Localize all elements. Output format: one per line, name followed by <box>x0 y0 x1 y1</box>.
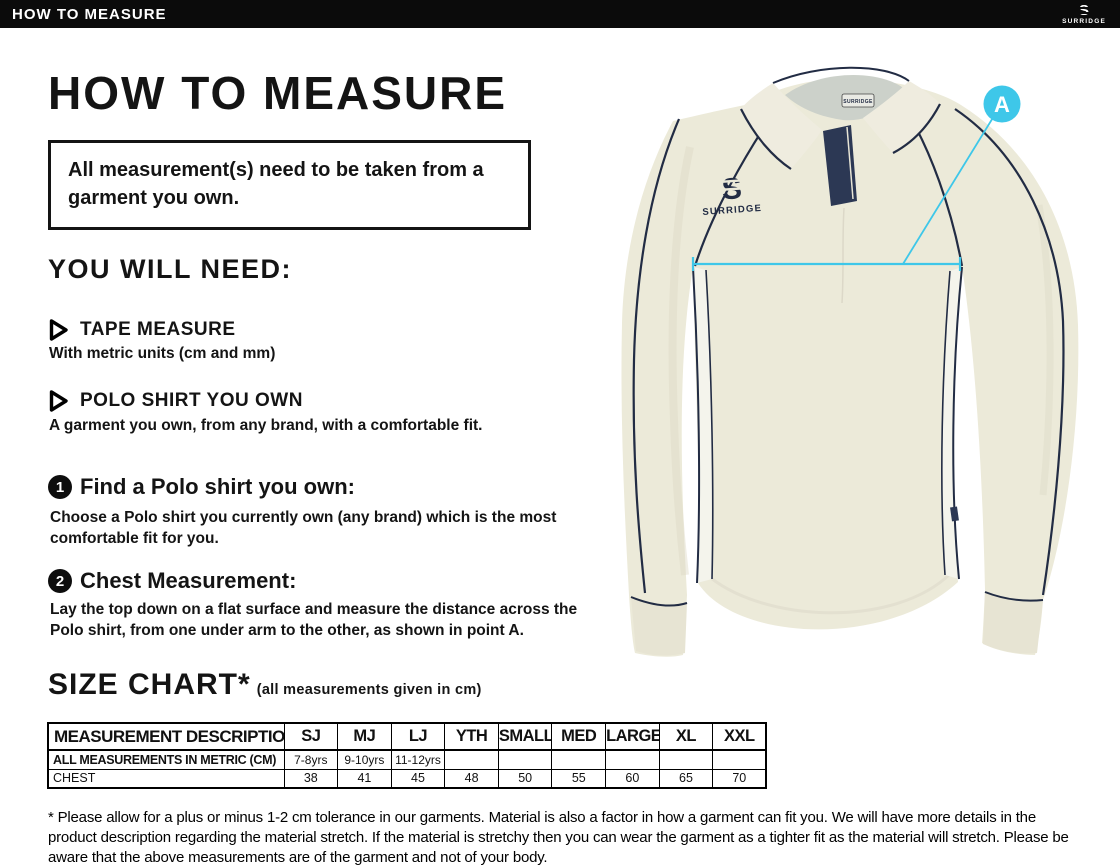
polo-shirt-illustration: SURRIDGE S SURRIDGE <box>621 66 1079 657</box>
triangle-bullet-icon <box>49 319 68 341</box>
notice-text: All measurement(s) need to be taken from… <box>68 159 484 209</box>
cell: 41 <box>337 768 392 789</box>
step-number-badge: 1 <box>48 475 72 499</box>
chest-measurement-line <box>691 115 995 271</box>
surridge-logo-text: SURRIDGE <box>1062 17 1106 25</box>
collar-flap-right <box>863 81 940 153</box>
step-1-description: Choose a Polo shirt you currently own (a… <box>50 509 557 548</box>
size-chart-title: SIZE CHART* <box>48 668 251 701</box>
column-header: XL <box>658 722 714 751</box>
column-header: SJ <box>283 722 339 751</box>
row-label: ALL MEASUREMENTS IN METRIC (CM) <box>47 749 285 770</box>
column-header: SMALL <box>497 722 553 751</box>
notice-box: All measurement(s) need to be taken from… <box>48 140 531 230</box>
step-title: Chest Measurement: <box>80 568 297 593</box>
step-number-badge: 2 <box>48 569 72 593</box>
neck-label <box>841 93 875 108</box>
table-header-row: MEASUREMENT DESCRIPTION SJ MJ LJ YTH SMA… <box>47 722 767 751</box>
table-row: ALL MEASUREMENTS IN METRIC (CM) 7-8yrs 9… <box>47 749 767 770</box>
side-panel-right <box>941 267 962 579</box>
cell: 48 <box>444 768 499 789</box>
table-row: CHEST 38 41 45 48 50 55 60 65 70 <box>47 768 767 789</box>
collar-flap-left <box>741 83 822 169</box>
chest-logo: S SURRIDGE <box>702 172 762 218</box>
cell: 45 <box>390 768 446 789</box>
cuff-left <box>631 597 687 656</box>
column-header: LARGE <box>605 722 660 751</box>
cell: 70 <box>712 768 767 789</box>
surridge-mark-icon: S <box>1078 1 1091 19</box>
shirt-body <box>621 79 1079 657</box>
column-header: LJ <box>390 722 446 751</box>
side-tag <box>950 506 959 522</box>
cell: 65 <box>658 768 714 789</box>
need-item-description: A garment you own, from any brand, with … <box>49 417 483 434</box>
step-title: Find a Polo shirt you own: <box>80 474 355 499</box>
page-title: HOW TO MEASURE <box>48 67 508 119</box>
step-2-header: 2 Chest Measurement: <box>48 568 296 594</box>
cell: 38 <box>283 768 339 789</box>
need-item-description: With metric units (cm and mm) <box>49 345 276 362</box>
cell: 50 <box>497 768 553 789</box>
size-chart-table: MEASUREMENT DESCRIPTION SJ MJ LJ YTH SMA… <box>47 722 768 789</box>
cell: 9-10yrs <box>337 749 392 770</box>
step-1-header: 1 Find a Polo shirt you own: <box>48 474 355 500</box>
cell <box>605 749 660 770</box>
size-chart-heading: SIZE CHART* (all measurements given in cm… <box>48 668 482 702</box>
side-panel-left <box>693 267 713 583</box>
column-header: YTH <box>444 722 499 751</box>
polo-shirt-image: SURRIDGE S SURRIDGE <box>595 55 1115 675</box>
cell: 60 <box>605 768 660 789</box>
cuff-right <box>983 592 1043 654</box>
size-chart-subtitle: (all measurements given in cm) <box>256 682 482 698</box>
need-item-tape-measure: TAPE MEASURE <box>48 318 236 342</box>
cell <box>712 749 767 770</box>
triangle-bullet-icon <box>49 390 68 412</box>
tolerance-footnote: * Please allow for a plus or minus 1-2 c… <box>48 809 1069 866</box>
column-header: XXL <box>712 722 767 751</box>
need-item-label: TAPE MEASURE <box>80 319 236 340</box>
point-a-marker: A <box>983 85 1021 123</box>
column-header: MEASUREMENT DESCRIPTION <box>47 722 285 751</box>
sleeve-piping-right <box>954 108 1065 596</box>
cell: 55 <box>551 768 607 789</box>
point-a-label: A <box>994 92 1010 117</box>
cell <box>658 749 714 770</box>
cell <box>551 749 607 770</box>
cell <box>444 749 499 770</box>
cell: 7-8yrs <box>283 749 339 770</box>
step-2-description: Lay the top down on a flat surface and m… <box>50 601 578 640</box>
need-item-label: POLO SHIRT YOU OWN <box>80 390 303 411</box>
you-will-need-heading: YOU WILL NEED: <box>48 254 293 284</box>
sleeve-piping-left <box>632 118 681 594</box>
cell <box>497 749 553 770</box>
row-label: CHEST <box>47 768 285 789</box>
topbar-title: HOW TO MEASURE <box>12 5 167 23</box>
neck-label-text: SURRIDGE <box>843 99 873 105</box>
column-header: MED <box>551 722 607 751</box>
chest-logo-text: SURRIDGE <box>702 203 762 218</box>
column-header: MJ <box>337 722 392 751</box>
top-bar: HOW TO MEASURE S SURRIDGE <box>0 0 1120 28</box>
surridge-logo: S SURRIDGE <box>1062 3 1120 26</box>
cell: 11-12yrs <box>390 749 446 770</box>
need-item-polo-shirt: POLO SHIRT YOU OWN <box>48 389 303 413</box>
